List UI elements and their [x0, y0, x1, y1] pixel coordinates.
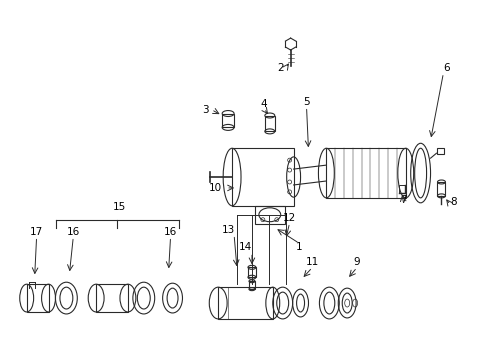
Text: 14: 14 — [238, 243, 251, 252]
Bar — [398, 185, 404, 193]
Bar — [96, 284, 128, 312]
Text: 9: 9 — [353, 257, 360, 267]
Bar — [437, 182, 445, 196]
Bar — [222, 113, 234, 127]
Text: 15: 15 — [112, 202, 125, 212]
Bar — [247, 267, 255, 277]
Bar — [325, 148, 405, 198]
Text: 3: 3 — [202, 104, 209, 114]
Bar — [248, 281, 254, 289]
Text: 2: 2 — [277, 63, 283, 73]
Text: 8: 8 — [449, 197, 456, 207]
Text: 6: 6 — [442, 63, 449, 73]
Bar — [218, 287, 272, 319]
Bar — [232, 148, 293, 206]
Text: 16: 16 — [66, 226, 80, 237]
Bar — [27, 284, 48, 312]
Bar — [254, 206, 284, 224]
Text: 10: 10 — [209, 183, 222, 193]
Text: 13: 13 — [221, 225, 234, 235]
Text: 11: 11 — [305, 257, 319, 267]
Text: 16: 16 — [163, 226, 177, 237]
Text: 7: 7 — [400, 195, 406, 205]
Bar — [264, 116, 274, 131]
Bar — [436, 148, 444, 154]
Text: 5: 5 — [303, 96, 309, 107]
Text: 17: 17 — [30, 226, 43, 237]
Text: 12: 12 — [283, 213, 296, 223]
Text: 4: 4 — [260, 99, 266, 109]
Text: 1: 1 — [296, 243, 302, 252]
